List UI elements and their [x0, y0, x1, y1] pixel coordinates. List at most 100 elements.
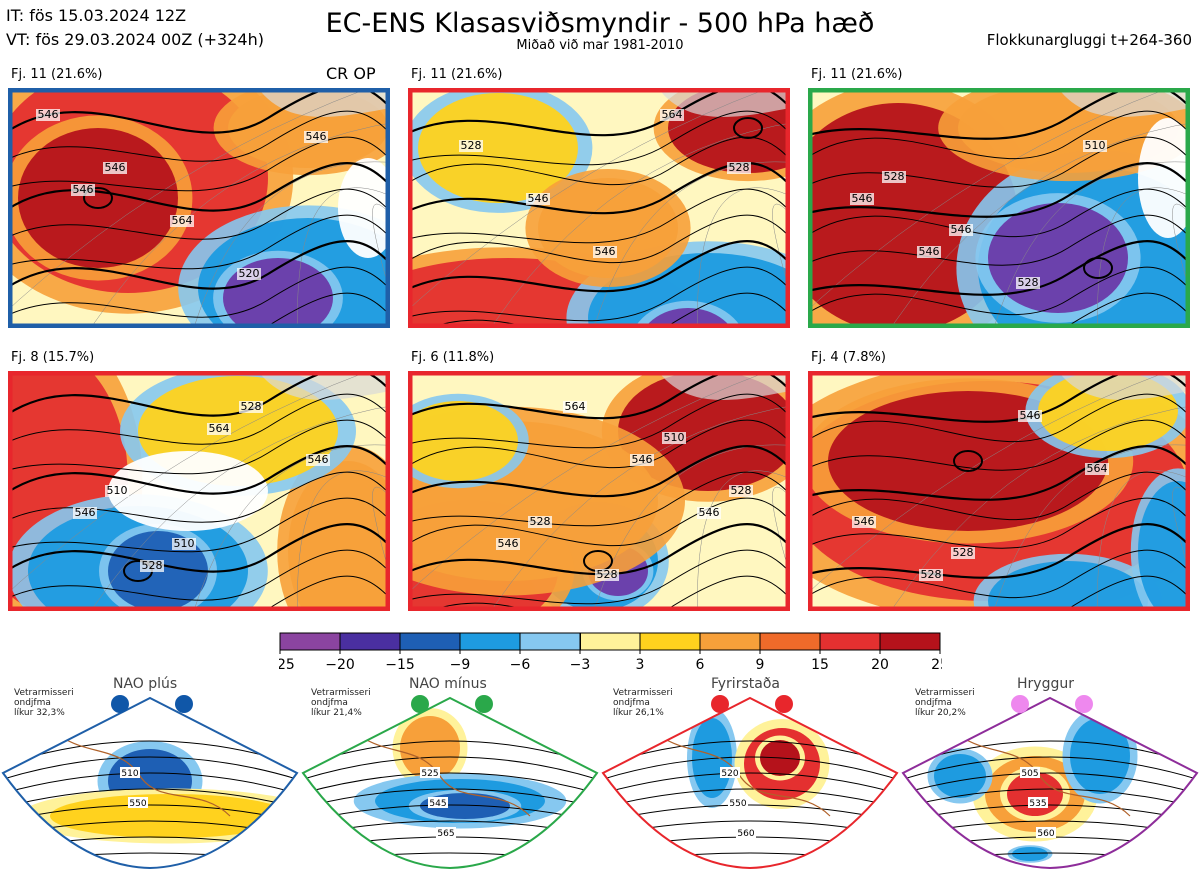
height-contour	[408, 188, 790, 244]
contour-label: 510	[107, 484, 128, 497]
graticule-line	[193, 444, 390, 611]
height-contour	[808, 497, 1190, 549]
contour-label: 546	[75, 506, 96, 519]
graticule-line	[372, 203, 390, 293]
contour-label: 510	[1085, 139, 1106, 152]
height-contour	[903, 772, 1197, 795]
graticule-line	[8, 88, 370, 311]
anomaly-region	[18, 128, 178, 268]
contour-label: 510	[121, 769, 138, 779]
land-area	[1058, 88, 1190, 117]
height-contour	[808, 240, 1190, 296]
anomaly-region	[934, 754, 986, 798]
contour-label: 535	[1029, 799, 1046, 809]
graticule-line	[808, 88, 1170, 311]
height-contour	[1083, 257, 1113, 279]
graticule-line	[490, 122, 790, 328]
height-contour	[3, 756, 297, 781]
colorbar-swatch	[879, 632, 941, 651]
panel-border	[8, 88, 390, 328]
graticule-line	[408, 88, 770, 311]
coastline	[59, 735, 231, 817]
contour-label: 510	[174, 537, 195, 550]
contour-label: 505	[1021, 769, 1038, 779]
panel-border	[8, 371, 390, 611]
graticule-line	[1097, 187, 1190, 328]
anomaly-region	[400, 716, 460, 780]
contour-label: 528	[1018, 276, 1039, 289]
regime-blocking: Fyrirstaða Vetrarmisseri ondjfma líkur 2…	[600, 676, 900, 871]
anomaly-region	[538, 178, 678, 278]
panel-border	[808, 88, 1190, 328]
height-contour	[903, 788, 1197, 809]
contour-label: 564	[1087, 462, 1108, 475]
graticule-line	[408, 371, 770, 594]
regime-marker	[475, 695, 493, 713]
height-contour	[408, 549, 790, 605]
contour-label: 528	[241, 400, 262, 413]
graticule-line	[697, 470, 790, 611]
contour-label: 546	[852, 192, 873, 205]
panel-label-2: Fj. 11 (21.6%)	[411, 67, 503, 82]
contour-label: 528	[731, 484, 752, 497]
contour-label: 546	[105, 161, 126, 174]
graticule-line	[1172, 203, 1190, 293]
panel-label-5: Fj. 6 (11.8%)	[411, 350, 495, 365]
colorbar-tick-label: 3	[636, 657, 645, 672]
regime-info: Vetrarmisseri ondjfma líkur 21,4%	[311, 688, 371, 718]
height-contour	[8, 266, 390, 318]
contour-label: 510	[664, 431, 685, 444]
height-contour	[603, 788, 897, 809]
contour-label: 546	[306, 130, 327, 143]
height-contour	[263, 575, 390, 611]
regime-name: Fyrirstaða	[711, 676, 780, 692]
height-contour	[808, 549, 1190, 599]
height-contour	[733, 117, 763, 139]
anomaly-region	[988, 203, 1128, 313]
colorbar-swatch	[399, 632, 461, 651]
height-contour	[408, 162, 790, 215]
height-contour	[263, 292, 390, 328]
contour-label: 564	[172, 214, 193, 227]
height-contour	[428, 575, 790, 611]
contour-label: 528	[597, 568, 618, 581]
land-area	[658, 88, 790, 117]
graticule-line	[297, 470, 390, 611]
cluster-map-5: 528 528 510 528 546 564 546 546	[408, 371, 790, 611]
height-contour	[8, 393, 390, 445]
height-contour	[408, 471, 790, 527]
regime-border	[601, 696, 899, 870]
height-contour	[8, 445, 390, 495]
height-contour	[408, 523, 790, 576]
contour-label: 520	[239, 267, 260, 280]
contour-label: 545	[429, 799, 446, 809]
cluster-map-2: 528 546 546 564 528	[408, 88, 790, 328]
colorbar-tick-label: 20	[871, 657, 889, 672]
contour-label: 528	[921, 568, 942, 581]
contour-label: 560	[737, 829, 754, 839]
colorbar-swatch	[759, 632, 821, 651]
height-contour	[808, 162, 1190, 218]
cluster-map-4: 510 510 528 546 546 528 564	[8, 371, 390, 611]
colorbar-tick-label: −6	[510, 657, 531, 672]
height-contour	[3, 772, 297, 795]
colorbar-tick-label: 25	[931, 657, 942, 672]
colorbar-tick-label: 6	[696, 657, 705, 672]
height-contour	[3, 788, 297, 809]
height-contour	[8, 497, 390, 553]
regime-marker	[175, 695, 193, 713]
anomaly-region	[644, 308, 732, 328]
height-contour	[303, 756, 597, 781]
colorbar-swatch	[579, 632, 641, 651]
colorbar-tick-label: −9	[450, 657, 471, 672]
regime-nao-minus: NAO mínus Vetrarmisseri ondjfma líkur 21…	[300, 676, 600, 871]
colorbar-swatch	[279, 632, 341, 651]
height-contour	[1063, 575, 1190, 611]
colorbar-swatch	[819, 632, 881, 651]
regime-marker	[411, 695, 429, 713]
colorbar-tick-label: −3	[570, 657, 591, 672]
height-contour	[303, 772, 597, 795]
contour-label: 528	[729, 161, 750, 174]
colorbar-tick-label: −15	[385, 657, 415, 672]
contour-label: 528	[142, 559, 163, 572]
